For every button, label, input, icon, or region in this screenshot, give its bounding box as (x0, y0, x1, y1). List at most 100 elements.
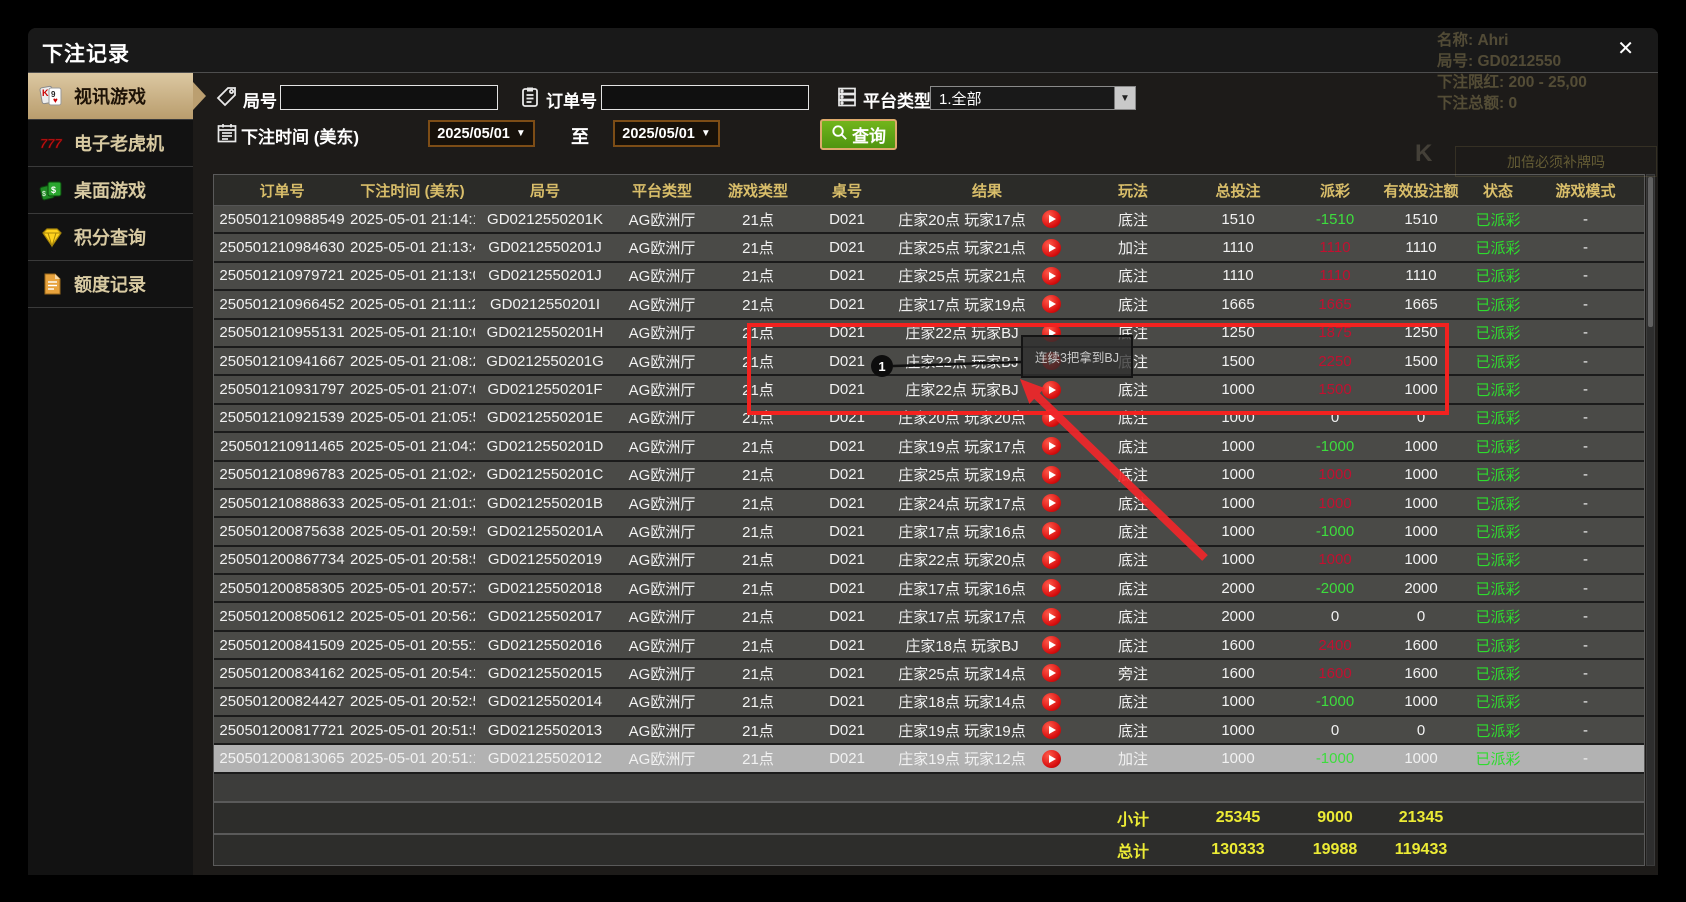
column-header: 局号 (529, 182, 560, 200)
table-row[interactable]: 250501210988549 2025-05-01 21:14:14 GD02… (214, 206, 1644, 235)
cell-game-type: 21点 (742, 268, 774, 286)
play-video-icon[interactable] (1042, 437, 1061, 456)
cell-order-no: 250501210896783 (219, 466, 345, 484)
cell-table-no: D021 (829, 409, 865, 427)
sidebar-item-label: 积分查询 (74, 228, 146, 248)
platform-type-select[interactable]: 1.全部 ▼ (930, 86, 1136, 110)
cell-game-type: 21点 (742, 325, 774, 343)
cell-game-mode: - (1583, 522, 1588, 540)
date-from-select[interactable]: 2025/05/01 ▼ (428, 120, 535, 147)
table-row[interactable]: 250501210896783 2025-05-01 21:02:42 GD02… (214, 461, 1644, 490)
play-video-icon[interactable] (1042, 295, 1061, 314)
cell-game-no: GD0212550201F (487, 381, 603, 399)
table-row[interactable]: 250501210966452 2025-05-01 21:11:24 GD02… (214, 291, 1644, 320)
table-row[interactable]: 250501210931797 2025-05-01 21:07:07 GD02… (214, 376, 1644, 405)
play-video-icon[interactable] (1042, 266, 1061, 285)
table-row[interactable]: 250501200834162 2025-05-01 20:54:14 GD02… (214, 660, 1644, 689)
cell-game-mode: - (1583, 551, 1588, 569)
play-video-icon[interactable] (1042, 408, 1061, 427)
cell-table-no: D021 (829, 267, 865, 285)
cell-status: 已派彩 (1475, 523, 1521, 541)
play-video-icon[interactable] (1042, 210, 1061, 229)
table-row[interactable]: 250501210921539 2025-05-01 21:05:50 GD02… (214, 404, 1644, 434)
table-row[interactable]: 250501210984630 2025-05-01 21:13:41 GD02… (214, 234, 1644, 263)
result-text: 庄家18点 玩家BJ (905, 637, 1019, 655)
cell-payout: 1500 (1318, 381, 1352, 399)
cell-status: 已派彩 (1475, 211, 1521, 229)
play-video-icon[interactable] (1042, 522, 1061, 541)
table-row[interactable]: 250501210979721 2025-05-01 21:13:04 GD02… (214, 262, 1644, 292)
play-video-icon[interactable] (1042, 721, 1061, 740)
svg-text:♥: ♥ (53, 96, 58, 105)
play-video-icon[interactable] (1042, 238, 1061, 257)
play-video-icon[interactable] (1042, 550, 1061, 569)
table-row[interactable]: 250501210955131 2025-05-01 21:10:04 GD02… (214, 319, 1644, 348)
table-row[interactable]: 250501200850612 2025-05-01 20:56:29 GD02… (214, 603, 1644, 632)
cell-play-method: 底注 (1117, 211, 1148, 229)
cell-game-mode: - (1583, 636, 1588, 654)
game-no-input[interactable] (280, 85, 498, 110)
cell-bet-time: 2025-05-01 20:56:29 (350, 608, 475, 626)
table-row[interactable]: 250501200867734 2025-05-01 20:58:54 GD02… (214, 546, 1644, 576)
cell-game-mode: - (1583, 579, 1588, 597)
cell-game-mode: - (1583, 750, 1588, 768)
cell-platform: AG欧洲厅 (628, 609, 696, 627)
play-video-icon[interactable] (1042, 380, 1061, 399)
play-video-icon[interactable] (1042, 323, 1061, 342)
cell-game-mode: - (1583, 352, 1588, 370)
play-video-icon[interactable] (1042, 465, 1061, 484)
search-button[interactable]: 查询 (820, 119, 897, 150)
table-row[interactable]: 250501200841509 2025-05-01 20:55:13 GD02… (214, 631, 1644, 661)
cell-payout: 1600 (1318, 664, 1352, 682)
sidebar-item-points-query[interactable]: 积分查询 (28, 214, 193, 261)
table-row[interactable]: 250501210941667 2025-05-01 21:08:28 GD02… (214, 347, 1644, 377)
cell-payout: 1000 (1318, 551, 1352, 569)
chevron-down-icon[interactable]: ▼ (1114, 87, 1135, 109)
play-video-icon[interactable] (1042, 692, 1061, 711)
table-row[interactable]: 250501200813065 2025-05-01 20:51:15 GD02… (214, 745, 1644, 774)
play-video-icon[interactable] (1042, 494, 1061, 513)
sidebar-item-table-games[interactable]: $ $ 桌面游戏 (28, 167, 193, 214)
cell-status: 已派彩 (1475, 382, 1521, 400)
play-video-icon[interactable] (1042, 607, 1061, 626)
cell-valid-bet: 1600 (1404, 664, 1438, 682)
svg-text:$: $ (51, 185, 56, 195)
table-row[interactable]: 250501210911465 2025-05-01 21:04:35 GD02… (214, 433, 1644, 462)
play-video-icon[interactable] (1042, 579, 1061, 598)
table-row[interactable]: 250501200858305 2025-05-01 20:57:34 GD02… (214, 575, 1644, 604)
date-to-select[interactable]: 2025/05/01 ▼ (613, 120, 720, 147)
cell-valid-bet: 0 (1416, 721, 1426, 739)
table-row[interactable]: 250501200824427 2025-05-01 20:52:52 GD02… (214, 688, 1644, 718)
scrollbar-thumb[interactable] (1648, 177, 1653, 327)
cell-payout: 2250 (1318, 352, 1352, 370)
table-row[interactable]: 250501210888633 2025-05-01 21:01:37 GD02… (214, 489, 1644, 519)
cell-game-no: GD02125502019 (487, 551, 603, 569)
table-row[interactable]: 250501200817721 2025-05-01 20:51:55 GD02… (214, 717, 1644, 746)
sidebar-item-video-games[interactable]: 9 K ♥ 视讯游戏 (28, 73, 206, 120)
cell-total-bet: 1500 (1221, 352, 1255, 370)
sidebar-item-slots[interactable]: 777 电子老虎机 (28, 120, 193, 167)
points-diamond-icon (39, 225, 65, 249)
cell-total-bet: 1000 (1221, 437, 1255, 455)
cell-bet-time: 2025-05-01 20:51:15 (350, 750, 475, 768)
play-video-icon[interactable] (1042, 664, 1061, 683)
sidebar-item-quota-records[interactable]: 额度记录 (28, 261, 193, 308)
sidebar-item-label: 电子老虎机 (74, 134, 164, 154)
result-text: 庄家22点 玩家BJ (905, 382, 1019, 400)
svg-text:K: K (42, 88, 49, 98)
cell-game-no: GD0212550201D (486, 437, 604, 455)
play-video-icon[interactable] (1042, 352, 1061, 371)
cell-total-bet: 1000 (1221, 381, 1255, 399)
cell-game-type: 21点 (742, 665, 774, 683)
play-video-icon[interactable] (1042, 749, 1061, 768)
cell-valid-bet: 1000 (1404, 437, 1438, 455)
close-icon[interactable]: ✕ (1617, 38, 1634, 60)
cell-bet-time: 2025-05-01 21:13:41 (350, 239, 475, 257)
order-no-input[interactable] (601, 85, 809, 110)
cell-platform: AG欧洲厅 (628, 722, 696, 740)
play-video-icon[interactable] (1042, 636, 1061, 655)
cell-order-no: 250501210955131 (219, 324, 345, 342)
table-row[interactable]: 250501200875638 2025-05-01 20:59:55 GD02… (214, 518, 1644, 547)
column-header: 下注时间 (美东) (360, 182, 465, 200)
cell-bet-time: 2025-05-01 20:52:52 (350, 693, 475, 711)
